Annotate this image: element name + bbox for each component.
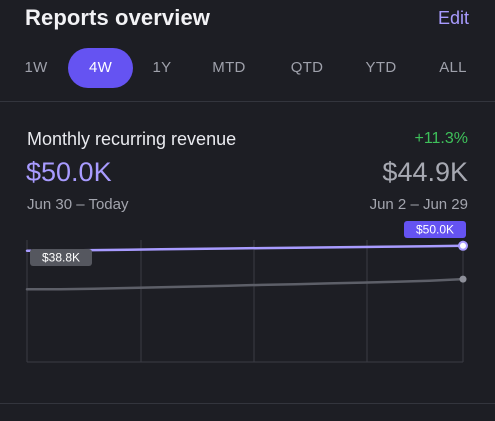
- current-date-range: Jun 30 – Today: [27, 196, 129, 213]
- previous-end-point: [459, 275, 467, 283]
- header: Reports overview Edit: [0, 0, 495, 40]
- previous-date-range: Jun 2 – Jun 29: [369, 196, 468, 213]
- previous-period-line: [25, 277, 465, 291]
- chart-grid: [26, 240, 464, 363]
- time-range-tabs: 1W 4W 1Y MTD QTD YTD ALL: [0, 48, 495, 88]
- tab-1w[interactable]: 1W: [24, 59, 48, 76]
- tab-mtd[interactable]: MTD: [212, 59, 246, 76]
- header-divider: [0, 101, 495, 102]
- tab-qtd[interactable]: QTD: [290, 59, 324, 76]
- current-value: $50.0K: [26, 157, 112, 187]
- current-end-label: $50.0K: [416, 223, 454, 237]
- bottom-divider: [0, 403, 495, 404]
- tab-4w[interactable]: 4W: [68, 48, 133, 88]
- change-percent: +11.3%: [414, 130, 468, 147]
- current-end-point: [458, 240, 468, 251]
- edit-button[interactable]: Edit: [437, 8, 469, 28]
- page-title: Reports overview: [25, 5, 211, 30]
- current-end-badge: $50.0K: [404, 221, 466, 238]
- tab-ytd[interactable]: YTD: [365, 59, 397, 76]
- metric-label: Monthly recurring revenue: [27, 129, 237, 149]
- tab-all[interactable]: ALL: [439, 59, 467, 76]
- previous-value: $44.9K: [382, 157, 468, 187]
- current-period-line: [25, 244, 465, 253]
- tab-1y[interactable]: 1Y: [152, 59, 172, 76]
- previous-start-label: $38.8K: [42, 251, 80, 265]
- previous-start-badge: $38.8K: [30, 249, 92, 266]
